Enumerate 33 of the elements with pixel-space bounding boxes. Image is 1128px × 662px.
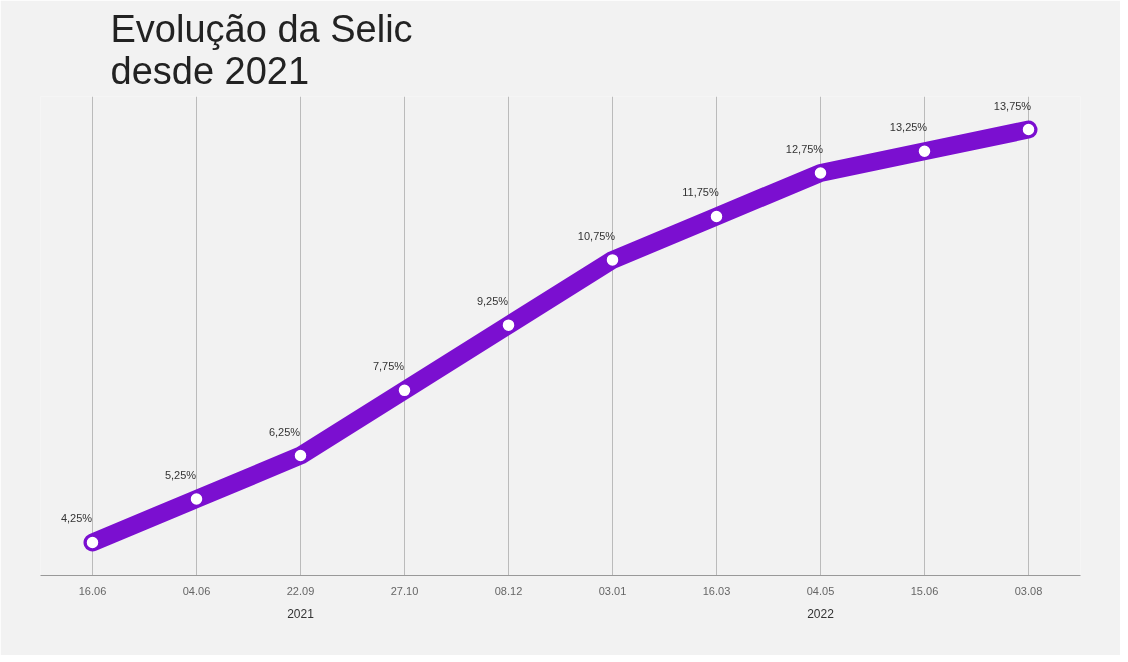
- x-tick-label: 08.12: [494, 584, 523, 597]
- data-label: 9,25%: [476, 295, 509, 308]
- data-label: 13,75%: [993, 99, 1032, 112]
- point: [293, 448, 308, 463]
- point: [813, 165, 828, 181]
- text: 2022: [807, 606, 835, 621]
- x-tick-label: 04.05: [806, 584, 835, 597]
- x-tick-label: 04.06: [182, 584, 211, 597]
- x-tick-label: 27.10: [390, 584, 419, 597]
- data-label: 11,75%: [682, 186, 719, 199]
- x-tick-label: 03.01: [598, 584, 627, 597]
- data-label: 12,75%: [785, 143, 824, 155]
- x-tick-label: 03.08: [1014, 584, 1043, 597]
- point: [709, 209, 724, 224]
- point: [1021, 122, 1036, 137]
- point: [189, 491, 204, 507]
- data-label: 5,25%: [164, 469, 197, 481]
- point: [501, 317, 516, 333]
- data-label: 4,25%: [60, 512, 93, 525]
- point: [85, 535, 100, 550]
- point: [917, 144, 932, 159]
- data-label: 13,25%: [889, 121, 928, 134]
- x-tick-label: 16.06: [78, 584, 107, 597]
- text: 2021: [287, 606, 315, 621]
- x-tick-label: 22.09: [286, 584, 315, 597]
- point: [397, 383, 412, 398]
- data-label: 7,75%: [372, 360, 405, 373]
- data-label: 6,25%: [268, 425, 301, 438]
- x-tick-label: 16.03: [702, 584, 731, 597]
- data-label: 10,75%: [577, 229, 616, 242]
- point: [605, 252, 620, 268]
- chart-title: Evolução da Selic desde 2021: [110, 7, 413, 92]
- x-tick-label: 15.06: [910, 584, 939, 597]
